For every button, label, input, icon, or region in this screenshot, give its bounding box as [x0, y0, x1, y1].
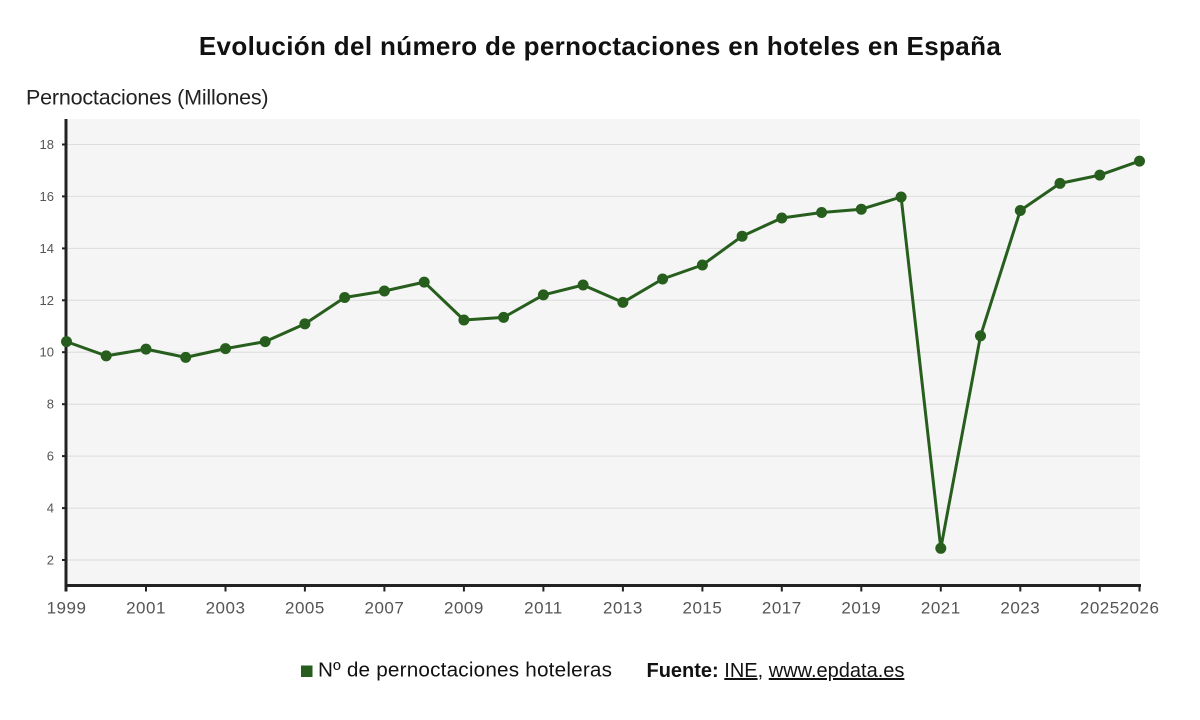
svg-text:2001: 2001 [126, 599, 166, 618]
svg-text:2019: 2019 [841, 599, 881, 618]
svg-text:2011: 2011 [524, 599, 563, 618]
svg-text:16: 16 [40, 189, 54, 204]
svg-text:2015: 2015 [682, 599, 722, 618]
svg-text:1999: 1999 [47, 599, 87, 618]
svg-text:Nº de pernoctaciones hoteleras: Nº de pernoctaciones hoteleras [318, 659, 612, 682]
svg-text:2009: 2009 [444, 599, 484, 618]
svg-text:12: 12 [40, 293, 54, 308]
svg-text:Pernoctaciones (Millones): Pernoctaciones (Millones) [26, 86, 268, 110]
svg-text:2007: 2007 [364, 599, 404, 618]
svg-text:2021: 2021 [921, 599, 961, 618]
svg-text:Evolución del número de pernoc: Evolución del número de pernoctaciones e… [199, 31, 1001, 61]
svg-text:6: 6 [47, 449, 54, 464]
svg-text:2023: 2023 [1000, 599, 1040, 618]
svg-text:2026: 2026 [1120, 599, 1160, 618]
svg-text:8: 8 [47, 397, 54, 412]
svg-text:2005: 2005 [285, 599, 325, 618]
svg-text:2025: 2025 [1080, 599, 1120, 618]
svg-text:18: 18 [40, 137, 54, 152]
svg-text:14: 14 [40, 241, 54, 256]
svg-text:10: 10 [40, 345, 54, 360]
svg-text:2: 2 [47, 553, 54, 568]
svg-text:2013: 2013 [603, 599, 643, 618]
svg-text:2003: 2003 [206, 599, 246, 618]
svg-text:2017: 2017 [762, 599, 802, 618]
svg-text:Fuente: INE, www.epdata.es: Fuente: INE, www.epdata.es [647, 660, 905, 682]
svg-text:4: 4 [47, 501, 54, 516]
